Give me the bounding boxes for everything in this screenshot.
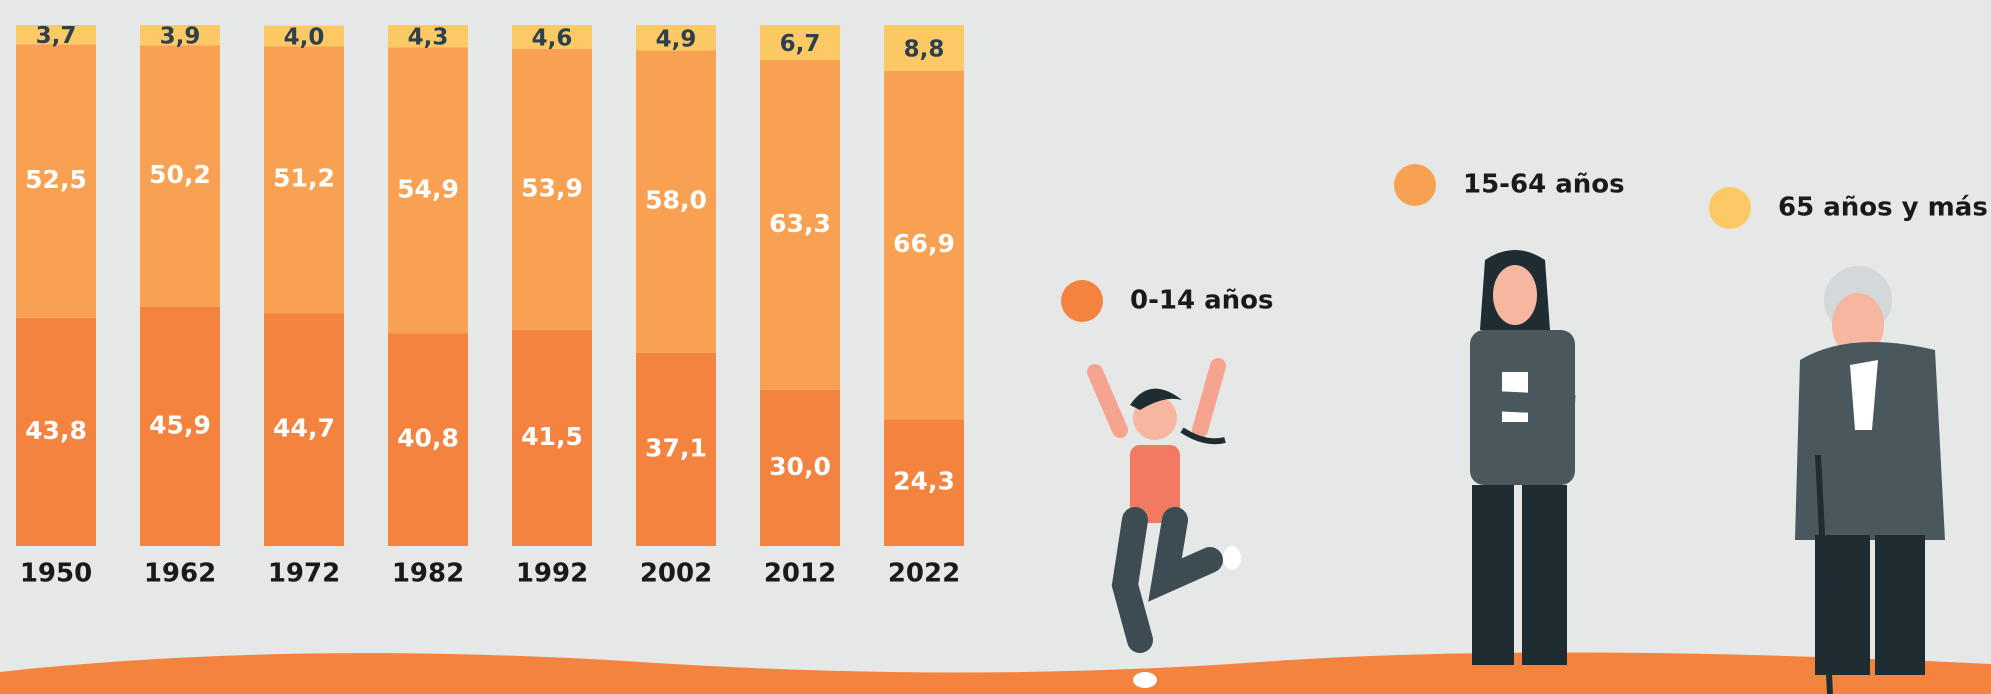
value-label: 51,2 xyxy=(273,164,335,193)
x-tick-label: 1972 xyxy=(268,559,340,589)
value-label: 6,7 xyxy=(780,31,821,57)
value-label: 45,9 xyxy=(149,410,211,439)
value-label: 4,3 xyxy=(408,25,449,51)
value-label: 63,3 xyxy=(769,209,831,238)
value-label: 50,2 xyxy=(149,160,211,189)
x-tick-label: 1962 xyxy=(144,559,216,589)
value-label: 24,3 xyxy=(893,467,955,496)
value-label: 41,5 xyxy=(521,422,583,451)
value-label: 4,0 xyxy=(284,24,325,50)
value-label: 44,7 xyxy=(273,414,335,443)
value-label: 40,8 xyxy=(397,424,459,453)
value-label: 30,0 xyxy=(769,452,831,481)
page: 43,8 52,5 3,7 1950 45,9 50,2 3,9 1962 44,7 51,2 4,… xyxy=(0,0,1991,694)
value-label: 4,9 xyxy=(656,26,697,52)
value-label: 43,8 xyxy=(25,416,87,445)
legend-label: 15-64 años xyxy=(1463,170,1625,200)
legend-label: 0-14 años xyxy=(1130,286,1274,316)
x-tick-label: 2022 xyxy=(888,559,960,589)
value-label: 52,5 xyxy=(25,165,87,194)
x-tick-label: 1982 xyxy=(392,559,464,589)
value-label: 3,9 xyxy=(160,24,201,50)
value-label: 8,8 xyxy=(904,36,945,62)
chart: 43,8 52,5 3,7 1950 45,9 50,2 3,9 1962 44,7 51,2 4,… xyxy=(0,0,1991,694)
x-tick-label: 2012 xyxy=(764,559,836,589)
legend-swatch xyxy=(1394,164,1436,206)
x-tick-label: 1992 xyxy=(516,559,588,589)
value-label: 37,1 xyxy=(645,433,707,462)
legend-swatch xyxy=(1709,187,1751,229)
x-tick-label: 2002 xyxy=(640,559,712,589)
value-label: 58,0 xyxy=(645,186,707,215)
legend-swatch xyxy=(1061,280,1103,322)
legend-label: 65 años y más xyxy=(1778,193,1988,223)
value-label: 54,9 xyxy=(397,174,459,203)
value-label: 53,9 xyxy=(521,173,583,202)
value-label: 3,7 xyxy=(36,23,77,49)
value-label: 66,9 xyxy=(893,229,955,258)
x-tick-label: 1950 xyxy=(20,559,92,589)
value-label: 4,6 xyxy=(532,25,573,51)
